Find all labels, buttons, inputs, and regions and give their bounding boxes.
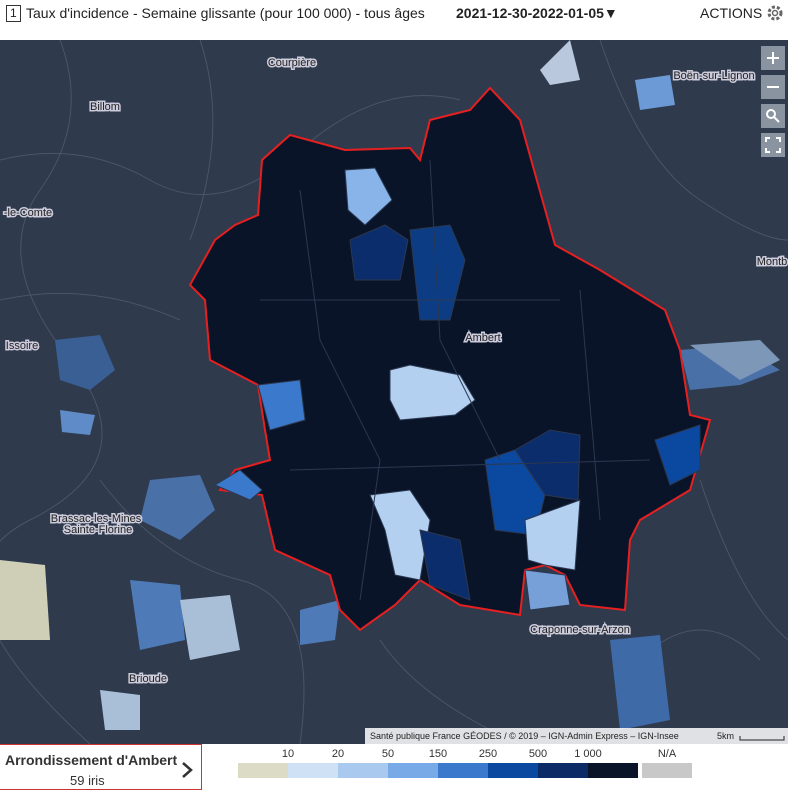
legend-swatch	[238, 763, 288, 778]
place-label: Brassac-les-Mines	[51, 513, 142, 525]
legend-label: 50	[382, 748, 394, 760]
legend-label-na: N/A	[658, 748, 677, 760]
place-label: Sainte-Florine	[64, 524, 132, 536]
legend-swatch	[588, 763, 638, 778]
place-label: Ambert	[465, 332, 500, 344]
place-label: Boën-sur-Lignon	[673, 70, 754, 82]
place-labels: Courpière Boën-sur-Lignon Billom -le-Comte M…	[2, 56, 788, 687]
chevron	[182, 762, 193, 778]
legend-label: 1 000	[574, 748, 602, 760]
legend-swatch	[538, 763, 588, 778]
place-label: Billom	[90, 101, 120, 113]
attribution: Santé publique France GÉODES / © 2019 – …	[370, 731, 679, 741]
place-label: Craponne-sur-Arzon	[530, 624, 630, 636]
selection[interactable]: Arrondissement d'Ambert 59 iris	[0, 744, 202, 790]
index: 1	[6, 5, 21, 22]
map[interactable]: Courpière Boën-sur-Lignon Billom -le-Comte M…	[0, 40, 788, 744]
footer: Arrondissement d'Ambert 59 iris 10 20 50 15…	[0, 744, 788, 791]
header: 1 Taux d'incidence - Semaine glissante (…	[0, 0, 788, 40]
legend-label: 10	[282, 748, 294, 760]
gear-icon[interactable]	[766, 4, 784, 22]
legend-swatch-na	[642, 763, 692, 778]
title: Taux d'incidence - Semaine glissante (po…	[26, 5, 425, 21]
zoom-controls[interactable]	[761, 46, 785, 157]
selection-count: 59 iris	[70, 773, 105, 788]
legend-swatch	[488, 763, 538, 778]
selection-name: Arrondissement d'Ambert	[5, 752, 178, 768]
legend-swatch	[338, 763, 388, 778]
actions[interactable]: ACTIONS	[700, 5, 763, 21]
place-label: Courpière	[268, 57, 316, 69]
legend-label: 500	[529, 748, 547, 760]
legend-label: 20	[332, 748, 344, 760]
scale: 5km	[717, 731, 734, 741]
legend-swatch	[438, 763, 488, 778]
place-label: Issoire	[6, 340, 38, 352]
legend-swatch	[388, 763, 438, 778]
period[interactable]: 2021-12-30-2022-01-05▼	[456, 5, 618, 21]
place-label: Brioude	[129, 673, 167, 685]
place-label: -le-Comte	[4, 207, 52, 219]
legend: 10 20 50 150 250 500 1 000 N/A	[238, 748, 692, 778]
legend-swatch	[288, 763, 338, 778]
place-label: Montb	[757, 256, 788, 268]
legend-label: 250	[479, 748, 497, 760]
legend-label: 150	[429, 748, 447, 760]
districts	[0, 40, 780, 730]
